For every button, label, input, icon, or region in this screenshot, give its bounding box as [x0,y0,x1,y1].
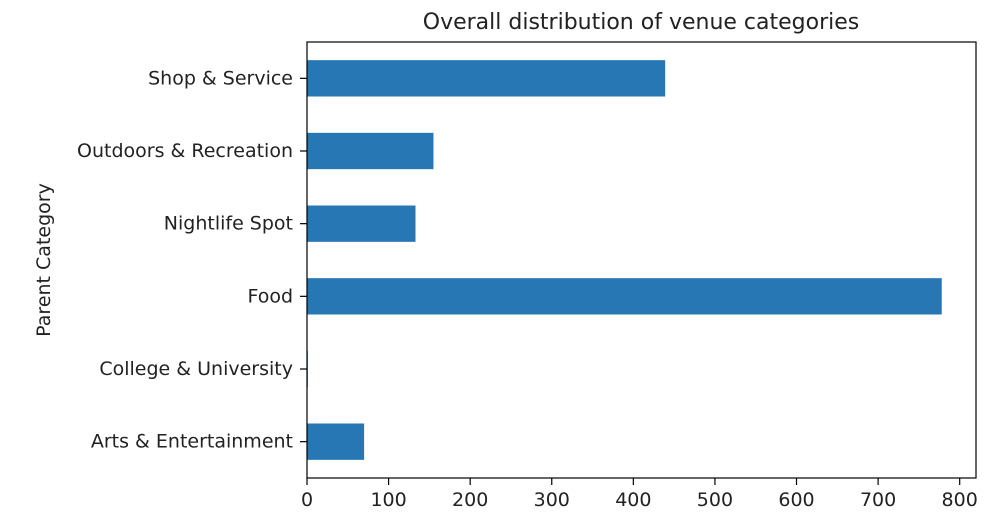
y-tick-label: Food [247,285,293,307]
y-tick-label: Nightlife Spot [164,213,293,235]
chart-title: Overall distribution of venue categories [423,10,859,35]
x-axis: 0 100 200 300 400 500 600 700 800 [301,478,978,511]
x-tick-label: 600 [778,489,814,511]
y-tick-label: Arts & Entertainment [91,431,293,453]
y-tick-label: Shop & Service [148,67,293,89]
x-tick-label: 0 [301,489,313,511]
x-tick-label: 700 [860,489,896,511]
bar-shop-service [307,60,666,97]
y-tick-label: College & University [99,358,293,380]
bar-outdoors-recreation [307,132,434,170]
y-axis: Arts & Entertainment College & University… [77,67,307,453]
y-tick-label: Outdoors & Recreation [77,140,293,162]
bar-nightlife-spot [307,205,416,242]
bars-layer [307,60,942,460]
x-tick-label: 800 [942,489,978,511]
x-tick-label: 200 [452,489,488,511]
bar-food [307,278,942,315]
x-tick-label: 300 [534,489,570,511]
x-tick-label: 400 [615,489,651,511]
plot-frame [306,41,977,479]
y-axis-title: Parent Category [33,183,55,337]
x-tick-label: 500 [697,489,733,511]
x-tick-label: 100 [370,489,406,511]
bar-arts-entertainment [307,423,365,460]
